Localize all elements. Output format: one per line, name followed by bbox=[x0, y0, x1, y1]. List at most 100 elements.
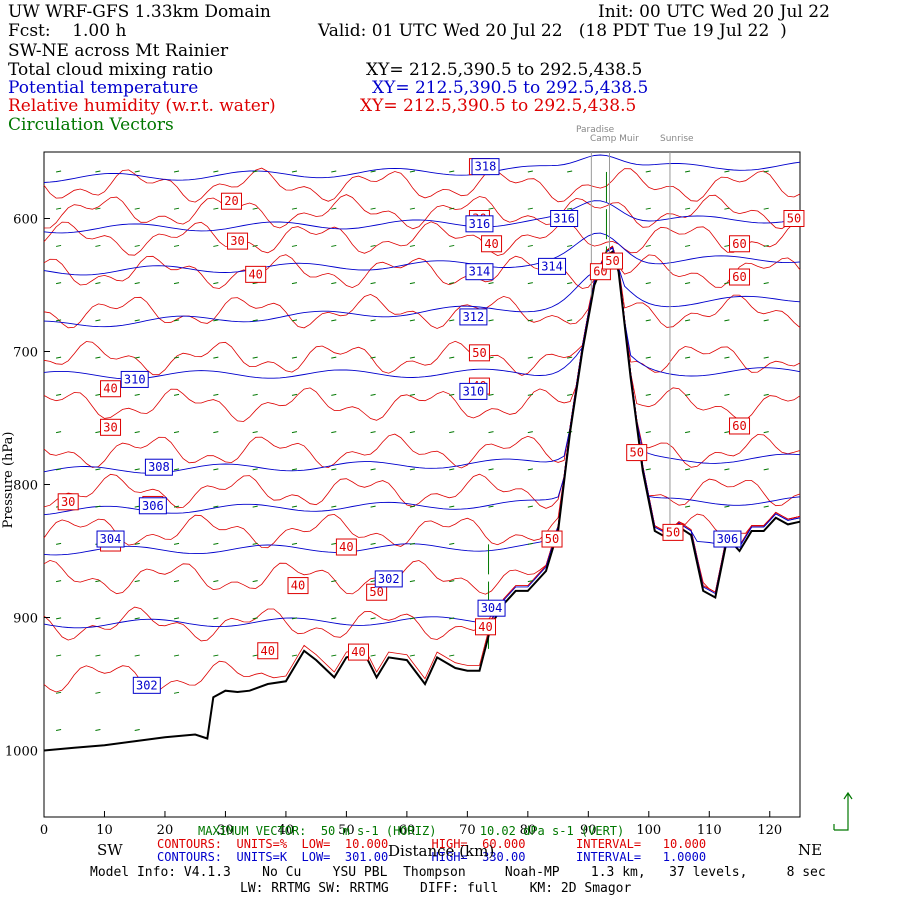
circulation-vector bbox=[684, 505, 691, 508]
rh-label: 40 bbox=[103, 382, 117, 396]
circulation-vector bbox=[95, 580, 101, 583]
circulation-vector bbox=[488, 468, 494, 471]
circulation-vector bbox=[527, 393, 533, 396]
circulation-vector bbox=[331, 617, 337, 620]
circulation-vector bbox=[370, 207, 376, 210]
rh-label-box bbox=[335, 538, 357, 556]
circulation-vector bbox=[95, 170, 101, 173]
circulation-vector bbox=[173, 356, 180, 359]
rh-label-box bbox=[602, 252, 624, 270]
rh-label: 40 bbox=[478, 620, 492, 634]
circulation-vector bbox=[409, 319, 416, 322]
circulation-vector bbox=[645, 207, 651, 210]
rh-contour-line bbox=[43, 245, 801, 289]
circulation-vector bbox=[55, 207, 62, 210]
theta-label: 302 bbox=[136, 678, 158, 692]
circulation-vector bbox=[55, 729, 62, 732]
rh-contour-line bbox=[43, 245, 801, 509]
theta-label-box bbox=[138, 497, 167, 515]
circulation-vector bbox=[331, 282, 337, 285]
circulation-vector bbox=[488, 282, 494, 285]
circulation-vector bbox=[331, 542, 337, 545]
rh-label: 30 bbox=[230, 234, 244, 248]
circulation-vector bbox=[449, 580, 455, 583]
rh-label: 20 bbox=[224, 194, 238, 208]
circulation-vector bbox=[213, 282, 219, 285]
circulation-vector bbox=[684, 207, 691, 210]
circulation-vector bbox=[291, 393, 298, 396]
rh-label: 60 bbox=[732, 270, 746, 284]
init-time: Init: 00 UTC Wed 20 Jul 22 bbox=[598, 2, 830, 22]
circulation-vector bbox=[55, 393, 62, 396]
circulation-vector bbox=[173, 207, 180, 210]
circulation-vector bbox=[488, 431, 494, 434]
circulation-vector bbox=[173, 617, 180, 620]
circulation-vector bbox=[213, 468, 219, 471]
circulation-vector bbox=[449, 468, 455, 471]
field-xy-cloud: XY= 212.5,390.5 to 292.5,438.5 bbox=[366, 60, 643, 80]
rh-label: 50 bbox=[605, 254, 619, 268]
circulation-vector bbox=[252, 393, 258, 396]
circulation-vector bbox=[173, 654, 180, 657]
circulation-vector bbox=[252, 617, 258, 620]
circulation-vector bbox=[370, 319, 376, 322]
circulation-vector bbox=[488, 319, 494, 322]
rh-label-box bbox=[662, 523, 684, 541]
circulation-vector bbox=[252, 207, 258, 210]
circulation-vector bbox=[173, 542, 180, 545]
circulation-vector bbox=[134, 468, 140, 471]
circulation-vector bbox=[409, 282, 416, 285]
footer-theta-contours: CONTOURS: UNITS=K LOW= 301.00 HIGH= 330.… bbox=[157, 850, 707, 864]
circulation-vector bbox=[331, 319, 337, 322]
circulation-vector bbox=[370, 468, 376, 471]
circulation-vector bbox=[645, 393, 651, 396]
circulation-vector bbox=[95, 244, 101, 247]
circulation-vector bbox=[449, 393, 455, 396]
circulation-vector bbox=[173, 505, 180, 508]
circulation-vector bbox=[370, 505, 376, 508]
circulation-vector bbox=[724, 431, 730, 434]
x-axis-label: Distance (km) bbox=[388, 842, 495, 860]
circulation-vector bbox=[95, 729, 101, 732]
circulation-vector bbox=[409, 356, 416, 359]
circulation-vector bbox=[213, 244, 219, 247]
circulation-vector bbox=[213, 580, 219, 583]
rh-label: 60 bbox=[732, 237, 746, 251]
circulation-vector bbox=[173, 580, 180, 583]
circulation-vector bbox=[291, 617, 298, 620]
circulation-vector bbox=[645, 170, 651, 173]
circulation-vector bbox=[527, 244, 533, 247]
circulation-vector bbox=[95, 393, 101, 396]
circulation-vector bbox=[173, 170, 180, 173]
circulation-vector bbox=[409, 542, 416, 545]
circulation-vector bbox=[95, 356, 101, 359]
circulation-vector bbox=[370, 654, 376, 657]
circulation-vector bbox=[213, 542, 219, 545]
circulation-vector bbox=[645, 431, 651, 434]
rh-label: 40 bbox=[339, 540, 353, 554]
circulation-vector bbox=[370, 170, 376, 173]
circulation-vector bbox=[95, 207, 101, 210]
circulation-vector bbox=[409, 393, 416, 396]
field-label-cloud: Total cloud mixing ratio bbox=[8, 60, 214, 80]
circulation-vector bbox=[291, 319, 298, 322]
circulation-vector bbox=[409, 468, 416, 471]
circulation-vector bbox=[449, 542, 455, 545]
x-tick-label: 0 bbox=[40, 823, 48, 838]
circulation-vector bbox=[724, 356, 730, 359]
circulation-vector bbox=[449, 282, 455, 285]
circulation-vector bbox=[331, 244, 337, 247]
circulation-vector bbox=[567, 244, 573, 247]
theta-contour-314 bbox=[43, 232, 801, 276]
circulation-vector bbox=[134, 729, 140, 732]
circulation-vector bbox=[95, 431, 101, 434]
theta-label: 306 bbox=[717, 532, 739, 546]
rh-label: 40 bbox=[261, 644, 275, 658]
x-tick-label: 90 bbox=[580, 823, 597, 838]
circulation-vector bbox=[134, 244, 140, 247]
circulation-vector bbox=[213, 654, 219, 657]
theta-label-box bbox=[465, 263, 494, 281]
x-tick-label: 20 bbox=[157, 823, 174, 838]
circulation-vector bbox=[409, 617, 416, 620]
